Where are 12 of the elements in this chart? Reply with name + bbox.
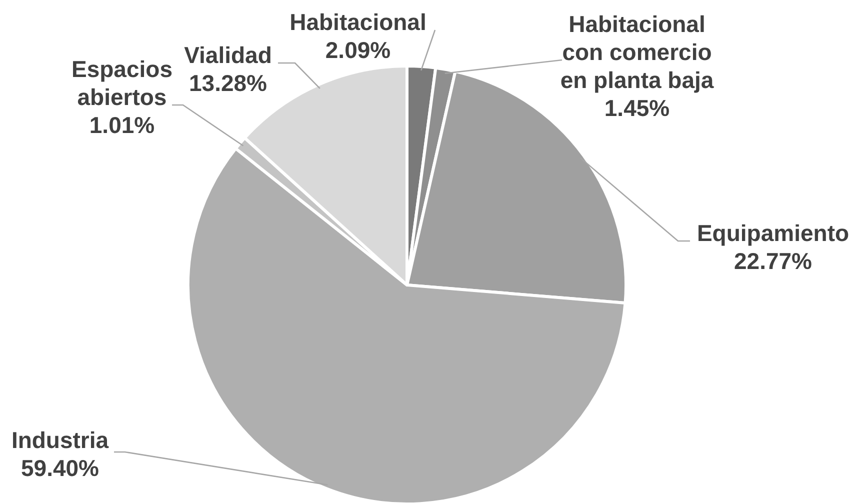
slice-label: Espacios abiertos [72,56,172,110]
data-label: 59.40% [20,455,100,481]
data-label: 1.45% [604,95,670,121]
data-label: 22.77% [734,248,812,274]
slice-label: Equipamiento [696,220,850,246]
slice-label: Habitacional [290,9,426,35]
slice-label: Industria [11,427,109,453]
slice-label: Vialidad [184,42,272,68]
slice-label: Habitacional con comercio en planta baja [560,11,714,93]
data-label: 13.28% [188,70,268,96]
data-label: 2.09% [325,37,391,63]
data-label: 1.01% [89,112,155,138]
